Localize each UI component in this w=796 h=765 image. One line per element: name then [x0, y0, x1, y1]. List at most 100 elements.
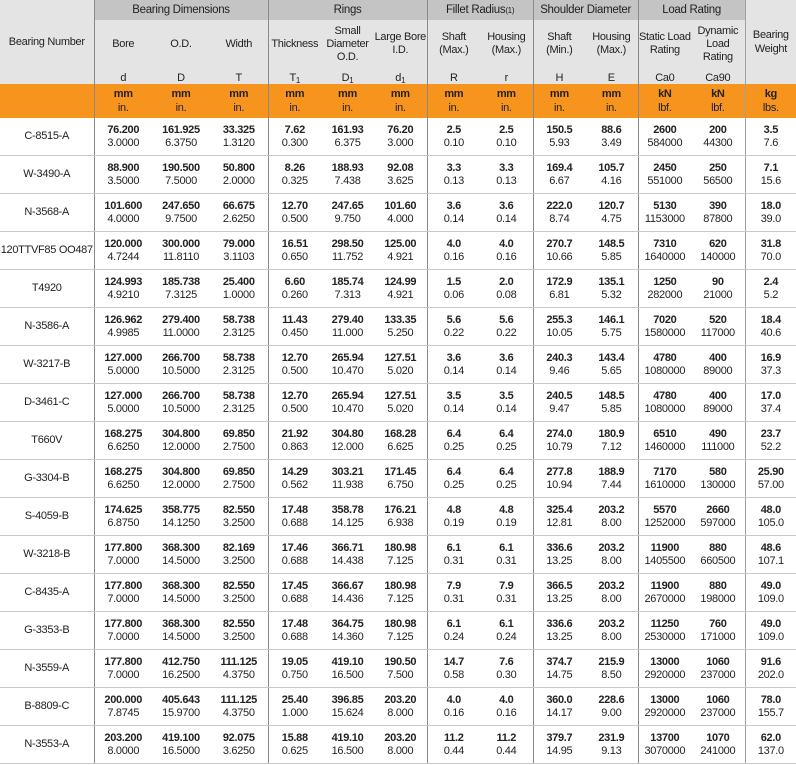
- value-cell: 25.40 1.000: [267, 687, 322, 726]
- value-imperial: 9.13: [601, 744, 622, 757]
- value-metric: 368.300: [162, 617, 200, 630]
- symbol-subscript: 1: [401, 76, 406, 85]
- value-cell: 127.000 5.0000: [93, 383, 152, 422]
- value-imperial: 15.6: [760, 174, 782, 187]
- value-cell: 3.5 7.6: [744, 118, 796, 156]
- value-metric: 520: [709, 313, 727, 326]
- value-metric: 303.21: [331, 465, 364, 478]
- value-metric: 2.5: [446, 123, 462, 136]
- value-metric: 364.75: [331, 617, 364, 630]
- value-metric: 188.93: [331, 161, 364, 174]
- value-metric: 3.6: [499, 199, 514, 212]
- value-metric: 143.4: [598, 351, 625, 364]
- value-cell: 2660 597000: [691, 497, 746, 536]
- value-metric: 82.550: [222, 503, 255, 516]
- column-label: Shaft (Min.): [532, 20, 586, 68]
- value-imperial: 3.1103: [223, 250, 255, 263]
- value-cell: 124.993 4.9210: [93, 269, 152, 308]
- value-imperial: 140000: [700, 250, 736, 263]
- value-cell: 127.000 5.0000: [93, 345, 152, 384]
- value-imperial: 37.4: [760, 402, 782, 415]
- value-cell: 6.1 0.31: [426, 535, 481, 574]
- unit-metric: kN: [711, 88, 725, 100]
- value-cell: 14.29 0.562: [267, 459, 322, 498]
- value-metric: 4.0: [499, 693, 514, 706]
- unit-imperial: in.: [117, 102, 129, 114]
- value-cell: 1060 237000: [691, 687, 746, 726]
- value-cell: 240.5 9.47: [532, 383, 586, 422]
- value-cell: 250 56500: [691, 155, 746, 194]
- value-cell: 62.0 137.0: [744, 725, 796, 764]
- column-unit: mm in.: [210, 84, 269, 118]
- value-imperial: 2530000: [644, 630, 686, 643]
- value-metric: 127.51: [384, 389, 417, 402]
- value-metric: 174.625: [104, 503, 143, 516]
- value-metric: 2.0: [499, 275, 514, 288]
- value-cell: 17.48 0.688: [267, 611, 322, 650]
- value-metric: 14.7: [443, 655, 465, 668]
- value-metric: 12.70: [281, 199, 308, 212]
- value-cell: 266.700 10.5000: [152, 383, 210, 422]
- value-cell: 368.300 14.5000: [152, 535, 210, 574]
- value-cell: 203.200 8.0000: [93, 725, 152, 764]
- value-metric: 124.993: [104, 275, 143, 288]
- value-cell: 231.9 9.13: [585, 725, 639, 764]
- value-cell: 190.500 7.5000: [152, 155, 210, 194]
- value-imperial: 7.438: [334, 174, 361, 187]
- value-cell: 3.3 0.13: [426, 155, 481, 194]
- value-cell: 304.800 12.0000: [152, 459, 210, 498]
- value-imperial: 107.1: [757, 554, 784, 567]
- column-label: Large Bore I.D.: [374, 20, 428, 68]
- value-metric: 25.400: [222, 275, 255, 288]
- value-imperial: 109.0: [757, 592, 784, 605]
- value-cell: 203.2 8.00: [585, 535, 639, 574]
- value-imperial: 198000: [700, 592, 736, 605]
- value-imperial: 14.17: [546, 706, 573, 719]
- value-metric: 101.60: [384, 199, 417, 212]
- value-metric: 203.2: [598, 579, 625, 592]
- value-cell: 6.1 0.24: [480, 611, 534, 650]
- value-cell: 82.550 3.2500: [210, 497, 269, 536]
- value-cell: 180.98 7.125: [374, 573, 428, 612]
- column-unit: mm in.: [426, 84, 481, 118]
- value-imperial: 4.921: [387, 250, 414, 263]
- value-metric: 161.925: [162, 123, 200, 136]
- value-metric: 358.775: [162, 503, 200, 516]
- value-imperial: 5.020: [387, 402, 414, 415]
- value-cell: 13000 2920000: [637, 649, 692, 688]
- value-cell: 279.40 11.000: [321, 307, 375, 346]
- value-imperial: 5.0000: [107, 402, 140, 415]
- value-imperial: 3.2500: [222, 592, 255, 605]
- value-imperial: 0.08: [496, 288, 517, 301]
- value-metric: 247.650: [162, 199, 200, 212]
- value-cell: 203.2 8.00: [585, 573, 639, 612]
- value-cell: 111.125 4.3750: [210, 649, 269, 688]
- value-imperial: 0.19: [443, 516, 465, 529]
- value-imperial: 37.3: [760, 364, 782, 377]
- value-cell: 171.45 6.750: [374, 459, 428, 498]
- value-imperial: 0.58: [443, 668, 465, 681]
- value-cell: 90 21000: [691, 269, 746, 308]
- table-body: C-8515-A 76.200 3.0000 161.925 6.3750 33.325 1…: [0, 118, 796, 764]
- value-imperial: 6.625: [387, 440, 414, 453]
- value-imperial: 14.436: [331, 592, 364, 605]
- unit-imperial: in.: [448, 102, 460, 114]
- value-imperial: 0.450: [281, 326, 308, 339]
- value-metric: 203.2: [598, 617, 625, 630]
- value-metric: 228.6: [598, 693, 625, 706]
- table-row: G-3304-B 168.275 6.6250 304.800 12.0000 69.85…: [0, 459, 796, 498]
- value-cell: 11.2 0.44: [426, 725, 481, 764]
- value-metric: 620: [709, 237, 727, 250]
- value-cell: 25.400 1.0000: [210, 269, 269, 308]
- value-metric: 419.100: [162, 731, 200, 744]
- value-metric: 5570: [653, 503, 677, 516]
- value-imperial: 8.74: [549, 212, 570, 225]
- value-metric: 190.50: [384, 655, 417, 668]
- value-cell: 4780 1080000: [637, 345, 692, 384]
- value-cell: 16.9 37.3: [744, 345, 796, 384]
- value-metric: 3.5: [763, 123, 779, 136]
- unit-metric: mm: [390, 88, 410, 100]
- column-label: Dynamic Load Rating: [691, 20, 746, 68]
- value-metric: 400: [709, 351, 727, 364]
- value-imperial: 12.0000: [162, 440, 200, 453]
